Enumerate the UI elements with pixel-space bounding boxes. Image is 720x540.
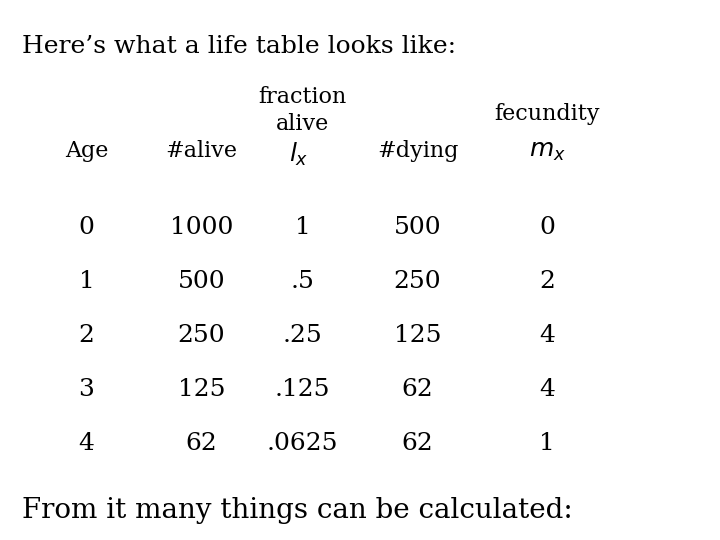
Text: 125: 125 bbox=[394, 324, 441, 347]
Text: 3: 3 bbox=[78, 378, 94, 401]
Text: 500: 500 bbox=[178, 270, 225, 293]
Text: 62: 62 bbox=[402, 432, 433, 455]
Text: alive: alive bbox=[276, 113, 329, 136]
Text: .125: .125 bbox=[274, 378, 330, 401]
Text: 2: 2 bbox=[78, 324, 94, 347]
Text: $l_x$: $l_x$ bbox=[289, 140, 309, 167]
Text: 0: 0 bbox=[539, 216, 555, 239]
Text: $m_x$: $m_x$ bbox=[528, 140, 566, 164]
Text: fraction: fraction bbox=[258, 86, 346, 109]
Text: 250: 250 bbox=[394, 270, 441, 293]
Text: 125: 125 bbox=[178, 378, 225, 401]
Text: Age: Age bbox=[65, 140, 108, 163]
Text: 62: 62 bbox=[186, 432, 217, 455]
Text: 4: 4 bbox=[539, 324, 555, 347]
Text: Here’s what a life table looks like:: Here’s what a life table looks like: bbox=[22, 35, 456, 58]
Text: 1000: 1000 bbox=[170, 216, 233, 239]
Text: From it many things can be calculated:: From it many things can be calculated: bbox=[22, 497, 572, 524]
Text: 62: 62 bbox=[402, 378, 433, 401]
Text: #dying: #dying bbox=[377, 140, 459, 163]
Text: .25: .25 bbox=[282, 324, 323, 347]
Text: fecundity: fecundity bbox=[495, 103, 600, 125]
Text: .5: .5 bbox=[290, 270, 315, 293]
Text: 1: 1 bbox=[78, 270, 94, 293]
Text: 500: 500 bbox=[394, 216, 441, 239]
Text: 1: 1 bbox=[539, 432, 555, 455]
Text: #alive: #alive bbox=[166, 140, 238, 163]
Text: 250: 250 bbox=[178, 324, 225, 347]
Text: 2: 2 bbox=[539, 270, 555, 293]
Text: 4: 4 bbox=[78, 432, 94, 455]
Text: 0: 0 bbox=[78, 216, 94, 239]
Text: .0625: .0625 bbox=[266, 432, 338, 455]
Text: 1: 1 bbox=[294, 216, 310, 239]
Text: 4: 4 bbox=[539, 378, 555, 401]
